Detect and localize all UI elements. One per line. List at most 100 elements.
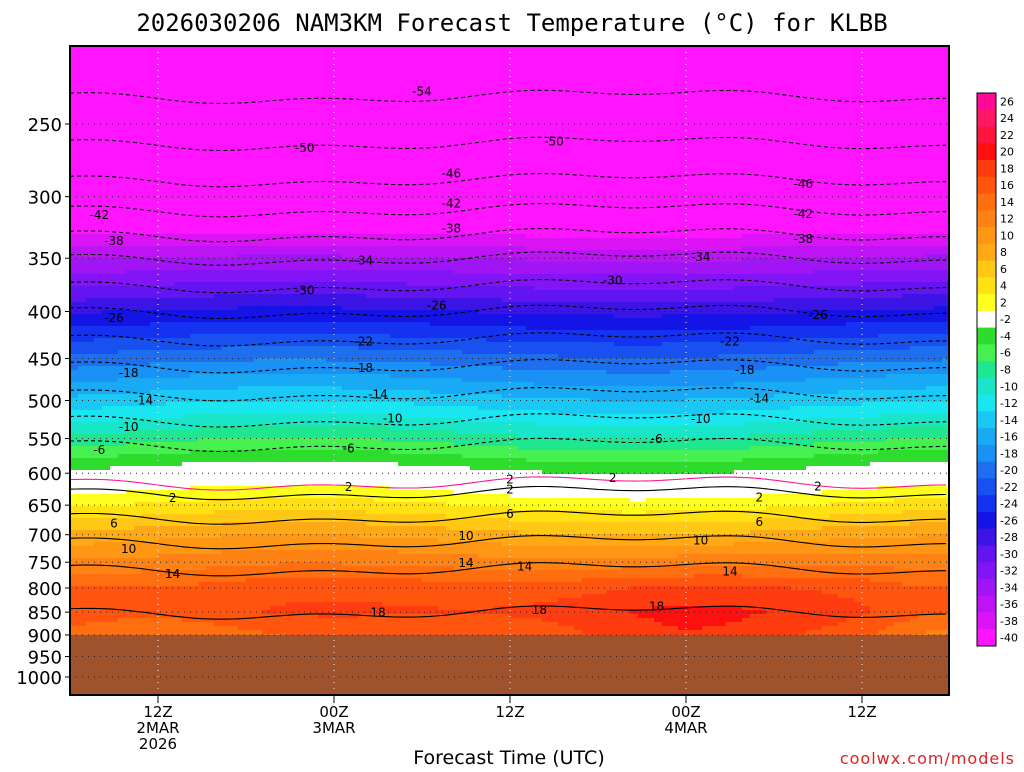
temperature-cell (134, 58, 143, 63)
temperature-cell (126, 354, 135, 359)
temperature-cell (230, 614, 239, 619)
temperature-cell (118, 94, 127, 99)
temperature-cell (134, 114, 143, 119)
temperature-cell (166, 622, 175, 627)
temperature-cell (118, 294, 127, 299)
temperature-cell (158, 502, 167, 507)
temperature-cell (302, 326, 311, 331)
temperature-cell (230, 186, 239, 191)
temperature-cell (118, 250, 127, 255)
temperature-cell (278, 614, 287, 619)
temperature-cell (110, 158, 119, 163)
temperature-cell (78, 446, 87, 451)
temperature-cell (78, 58, 87, 63)
temperature-cell (174, 166, 183, 171)
temperature-cell (118, 82, 127, 87)
temperature-cell (166, 422, 175, 427)
temperature-cell (142, 118, 151, 123)
temperature-cell (134, 494, 143, 499)
temperature-cell (294, 450, 303, 455)
temperature-cell (174, 58, 183, 63)
temperature-cell (134, 470, 143, 475)
temperature-cell (278, 118, 287, 123)
temperature-cell (206, 382, 215, 387)
temperature-cell (302, 394, 311, 399)
temperature-cell (142, 258, 151, 263)
temperature-cell (174, 618, 183, 623)
temperature-cell (222, 242, 231, 247)
temperature-cell (310, 302, 319, 307)
temperature-cell (86, 86, 95, 91)
temperature-cell (174, 374, 183, 379)
temperature-cell (270, 454, 279, 459)
temperature-cell (198, 490, 207, 495)
temperature-cell (222, 130, 231, 135)
temperature-cell (86, 254, 95, 259)
temperature-cell (94, 170, 103, 175)
temperature-cell (94, 54, 103, 59)
temperature-cell (198, 418, 207, 423)
temperature-cell (150, 434, 159, 439)
temperature-cell (182, 78, 191, 83)
temperature-cell (118, 466, 127, 471)
temperature-cell (126, 254, 135, 259)
temperature-cell (326, 154, 335, 159)
temperature-cell (286, 262, 295, 267)
temperature-cell (302, 458, 311, 463)
temperature-cell (118, 46, 127, 51)
temperature-cell (182, 298, 191, 303)
temperature-cell (230, 558, 239, 563)
temperature-cell (174, 150, 183, 155)
temperature-cell (70, 498, 79, 503)
temperature-cell (278, 130, 287, 135)
temperature-cell (190, 334, 199, 339)
temperature-cell (334, 430, 343, 435)
temperature-cell (190, 378, 199, 383)
temperature-cell (310, 614, 319, 619)
temperature-cell (318, 262, 327, 267)
temperature-cell (334, 398, 343, 403)
temperature-cell (174, 202, 183, 207)
temperature-cell (286, 418, 295, 423)
temperature-cell (310, 362, 319, 367)
temperature-cell (334, 294, 343, 299)
temperature-cell (230, 198, 239, 203)
temperature-cell (118, 50, 127, 55)
temperature-cell (222, 570, 231, 575)
temperature-cell (78, 350, 87, 355)
temperature-cell (190, 470, 199, 475)
temperature-cell (302, 366, 311, 371)
temperature-cell (206, 498, 215, 503)
temperature-cell (318, 206, 327, 211)
temperature-cell (174, 582, 183, 587)
temperature-cell (198, 258, 207, 263)
temperature-cell (158, 190, 167, 195)
temperature-cell (78, 498, 87, 503)
temperature-cell (190, 262, 199, 267)
temperature-cell (94, 146, 103, 151)
temperature-cell (278, 258, 287, 263)
temperature-cell (198, 282, 207, 287)
temperature-cell (270, 258, 279, 263)
temperature-cell (182, 454, 191, 459)
temperature-cell (222, 170, 231, 175)
temperature-cell (94, 66, 103, 71)
temperature-cell (254, 242, 263, 247)
temperature-cell (158, 578, 167, 583)
temperature-cell (166, 242, 175, 247)
temperature-cell (142, 422, 151, 427)
temperature-cell (94, 370, 103, 375)
temperature-cell (118, 518, 127, 523)
temperature-cell (294, 534, 303, 539)
temperature-cell (118, 138, 127, 143)
temperature-cell (102, 294, 111, 299)
temperature-cell (174, 590, 183, 595)
temperature-cell (302, 594, 311, 599)
temperature-cell (262, 118, 271, 123)
temperature-cell (318, 562, 327, 567)
temperature-cell (70, 194, 79, 199)
temperature-cell (190, 178, 199, 183)
temperature-cell (246, 378, 255, 383)
temperature-cell (246, 426, 255, 431)
temperature-cell (70, 398, 79, 403)
